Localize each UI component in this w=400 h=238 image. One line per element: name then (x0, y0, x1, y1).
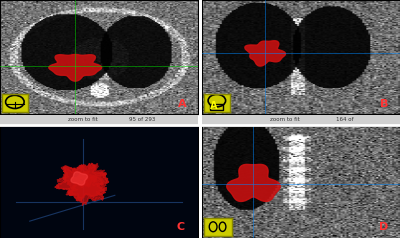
Polygon shape (66, 176, 106, 205)
Text: 164 of: 164 of (336, 117, 353, 123)
Polygon shape (71, 172, 88, 185)
Text: zoom to fit: zoom to fit (270, 117, 300, 123)
Polygon shape (57, 164, 93, 190)
Polygon shape (74, 164, 106, 187)
Text: A: A (178, 99, 186, 109)
Text: A: A (210, 100, 218, 110)
Polygon shape (227, 164, 280, 201)
Polygon shape (245, 41, 286, 66)
Polygon shape (55, 163, 109, 201)
Text: D: D (379, 222, 388, 232)
Text: B: B (380, 99, 388, 109)
Text: 95 of 293: 95 of 293 (129, 117, 156, 123)
Polygon shape (49, 55, 102, 81)
Text: C: C (176, 222, 184, 232)
Text: zoom to fit: zoom to fit (68, 117, 98, 123)
